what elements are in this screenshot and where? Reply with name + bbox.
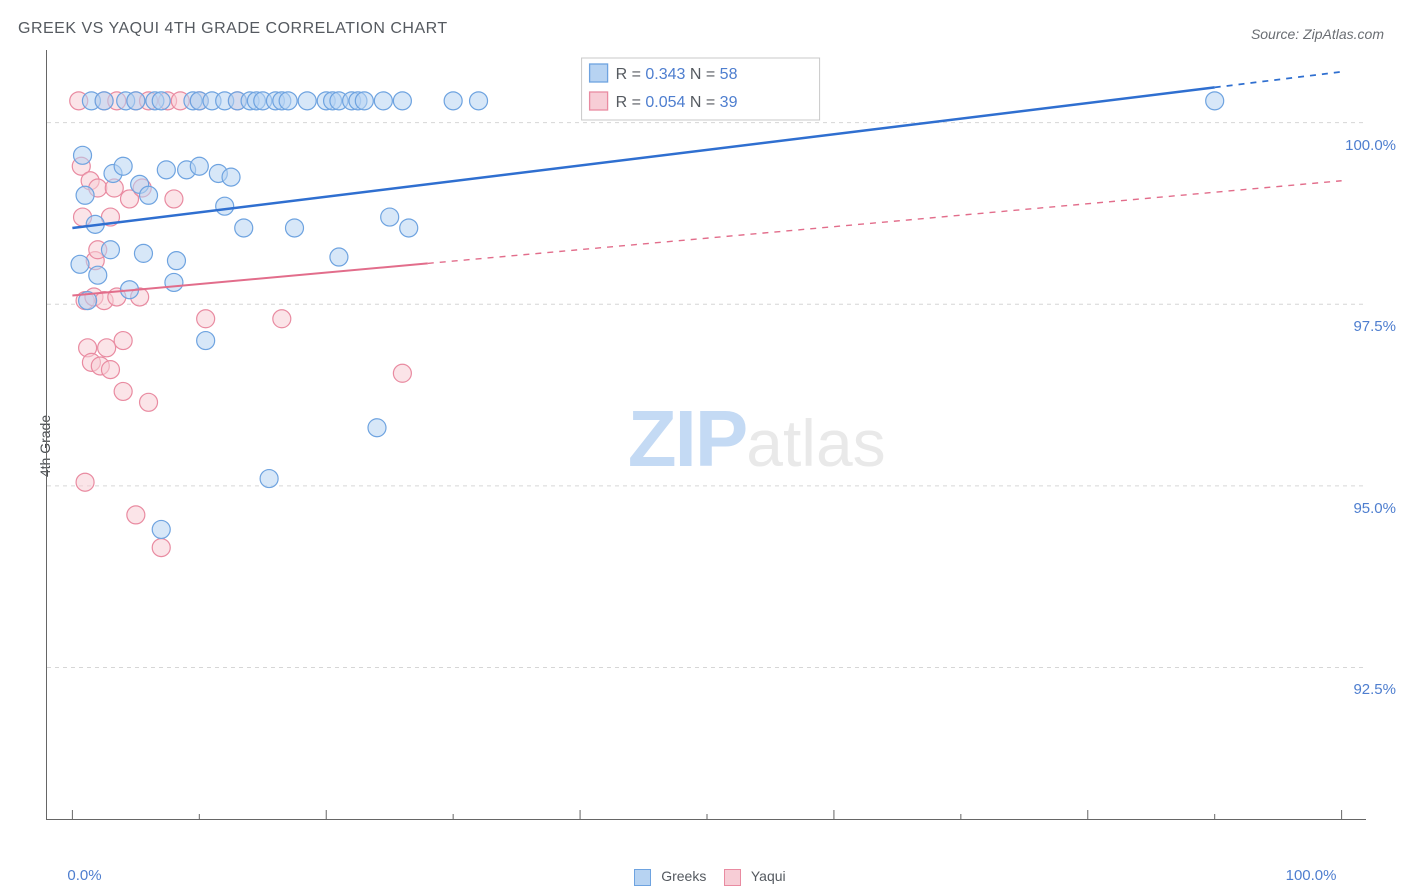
- point-yaqui: [76, 473, 94, 491]
- point-yaqui: [114, 382, 132, 400]
- source-label: Source: ZipAtlas.com: [1251, 26, 1384, 42]
- legend-swatch-greeks: [634, 869, 651, 886]
- stats-row: R = 0.054 N = 39: [616, 94, 738, 111]
- point-yaqui: [98, 339, 116, 357]
- point-yaqui: [393, 364, 411, 382]
- point-greek: [101, 241, 119, 259]
- trend-yaqui-dashed: [428, 181, 1342, 264]
- point-greek: [235, 219, 253, 237]
- point-greek: [374, 92, 392, 110]
- stats-swatch: [590, 92, 608, 110]
- point-greek: [74, 146, 92, 164]
- point-greek: [286, 219, 304, 237]
- point-greek: [381, 208, 399, 226]
- trend-greek-dashed: [1215, 72, 1342, 88]
- legend-label-greeks: Greeks: [661, 868, 706, 884]
- point-yaqui: [101, 361, 119, 379]
- point-greek: [114, 157, 132, 175]
- point-greek: [134, 244, 152, 262]
- watermark: ZIPatlas: [628, 394, 886, 483]
- trend-yaqui-solid: [72, 263, 427, 295]
- point-greek: [470, 92, 488, 110]
- point-yaqui: [152, 539, 170, 557]
- point-greek: [260, 470, 278, 488]
- point-greek: [71, 255, 89, 273]
- stats-swatch: [590, 64, 608, 82]
- point-greek: [279, 92, 297, 110]
- point-yaqui: [197, 310, 215, 328]
- series-legend: Greeks Yaqui: [0, 868, 1406, 886]
- point-greek: [368, 419, 386, 437]
- point-yaqui: [114, 332, 132, 350]
- legend-label-yaqui: Yaqui: [751, 868, 786, 884]
- point-greek: [165, 273, 183, 291]
- point-greek: [400, 219, 418, 237]
- point-greek: [393, 92, 411, 110]
- point-yaqui: [273, 310, 291, 328]
- y-tick-label: 95.0%: [1353, 500, 1396, 517]
- stats-row: R = 0.343 N = 58: [616, 66, 738, 83]
- point-greek: [127, 92, 145, 110]
- point-greek: [95, 92, 113, 110]
- point-greek: [444, 92, 462, 110]
- point-greek: [330, 248, 348, 266]
- point-greek: [157, 161, 175, 179]
- point-greek: [89, 266, 107, 284]
- y-tick-label: 97.5%: [1353, 318, 1396, 335]
- y-tick-label: 100.0%: [1345, 137, 1396, 154]
- point-greek: [167, 252, 185, 270]
- chart-title: GREEK VS YAQUI 4TH GRADE CORRELATION CHA…: [18, 20, 448, 38]
- point-yaqui: [127, 506, 145, 524]
- y-tick-label: 92.5%: [1353, 681, 1396, 698]
- point-greek: [140, 186, 158, 204]
- plot-area: ZIPatlas R = 0.343 N = 58 R = 0.054 N = 39: [46, 50, 1366, 820]
- point-yaqui: [165, 190, 183, 208]
- point-greek: [190, 157, 208, 175]
- point-greek: [355, 92, 373, 110]
- point-greek: [197, 332, 215, 350]
- point-greek: [298, 92, 316, 110]
- point-greek: [216, 197, 234, 215]
- point-yaqui: [140, 393, 158, 411]
- point-greek: [152, 520, 170, 538]
- point-greek: [76, 186, 94, 204]
- point-greek: [152, 92, 170, 110]
- scatter-svg: ZIPatlas R = 0.343 N = 58 R = 0.054 N = 39: [47, 50, 1367, 820]
- legend-swatch-yaqui: [724, 869, 741, 886]
- point-greek: [1206, 92, 1224, 110]
- point-greek: [222, 168, 240, 186]
